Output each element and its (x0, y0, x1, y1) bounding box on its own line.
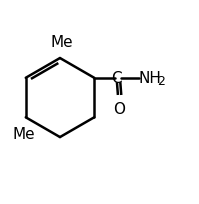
Text: Me: Me (51, 35, 73, 50)
Text: Me: Me (13, 126, 35, 142)
Text: 2: 2 (157, 74, 165, 87)
Text: C: C (112, 71, 122, 86)
Text: O: O (113, 101, 126, 116)
Text: NH: NH (139, 71, 162, 86)
